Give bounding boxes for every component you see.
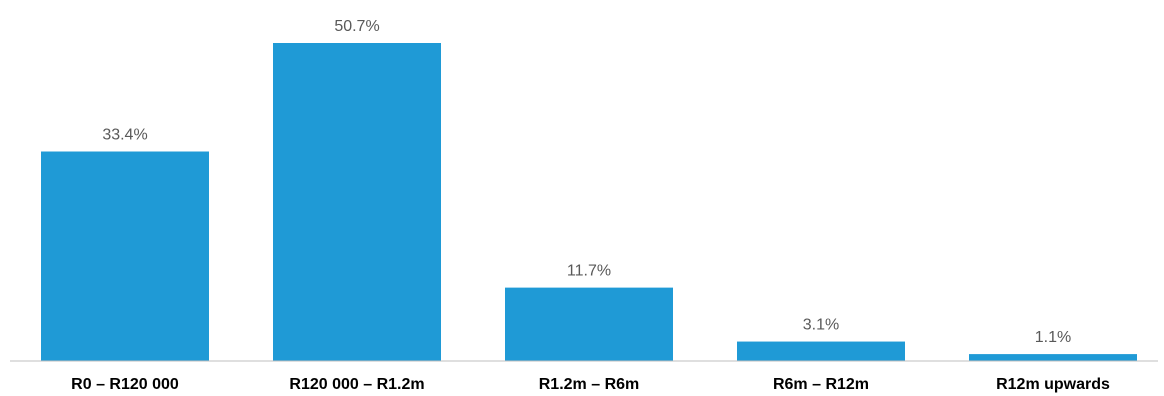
- bar-0: [41, 151, 209, 361]
- bar-3: [737, 341, 905, 361]
- bar-1: [273, 43, 441, 361]
- data-label-0: 33.4%: [102, 127, 147, 144]
- bar-4: [969, 354, 1137, 361]
- data-label-4: 1.1%: [1035, 329, 1071, 346]
- value-labels-group: 33.4% 50.7% 11.7% 3.1% 1.1%: [102, 18, 1071, 346]
- category-label-0: R0 – R120 000: [71, 376, 179, 393]
- data-label-3: 3.1%: [803, 317, 839, 334]
- category-labels-group: R0 – R120 000 R120 000 – R1.2m R1.2m – R6m…: [71, 376, 1110, 393]
- category-label-2: R1.2m – R6m: [539, 376, 640, 393]
- category-label-4: R12m upwards: [996, 376, 1110, 393]
- bars-group: [41, 43, 1137, 361]
- category-label-1: R120 000 – R1.2m: [289, 376, 424, 393]
- data-label-2: 11.7%: [567, 263, 611, 280]
- category-label-3: R6m – R12m: [773, 376, 869, 393]
- bar-2: [505, 287, 673, 361]
- data-label-1: 50.7%: [334, 18, 379, 35]
